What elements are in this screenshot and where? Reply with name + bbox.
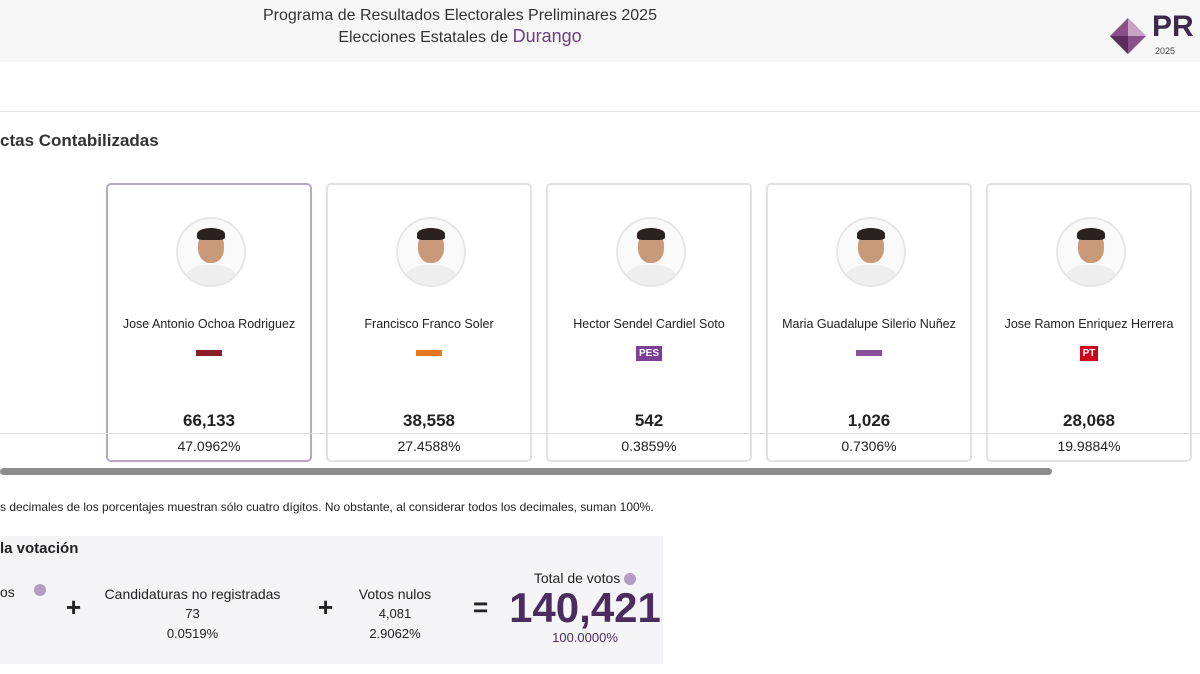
candidate-name: Jose Ramon Enriquez Herrera [1004,317,1174,331]
party-logo: PT [1079,346,1099,361]
votes: 73 [185,606,200,621]
summary-box: la votación os + Candidaturas no registr… [0,536,663,664]
avatar-hair [857,228,885,240]
candidate-card[interactable]: Francisco Franco Soler 38,558 27.4588% [326,183,532,462]
candidate-card[interactable]: Hector Sendel Cardiel Soto PES 542 0.3859% [546,183,752,462]
avatar-hair [637,228,665,240]
avatar-body [406,265,456,285]
candidate-name: Jose Antonio Ochoa Rodriguez [122,317,296,331]
party-logo [416,350,442,356]
null-votes: Votos nulos 4,081 2.9062% [345,584,445,644]
summary-title: la votación [0,540,79,557]
operator: + [318,592,334,622]
candidate-name: Maria Guadalupe Silerio Nuñez [782,317,956,331]
divider [0,111,1200,112]
avatar-hair [417,228,445,240]
percent: 100.0000% [552,630,618,645]
label: Candidaturas no registradas [104,586,281,602]
info-icon[interactable] [34,584,46,596]
avatar-body [846,265,896,285]
percent: 19.9884% [1057,438,1121,454]
candidate-card[interactable]: Jose Ramon Enriquez Herrera PT 28,068 19.98… [986,183,1192,462]
subtitle: Elecciones Estatales de [338,29,509,46]
header-title: Programa de Resultados Electorales Preli… [263,7,657,24]
votes: 66,133 [183,411,235,430]
percent: 2.9062% [369,626,421,641]
header: Programa de Resultados Electorales Preli… [0,0,1200,62]
percent: 0.3859% [621,438,677,454]
percent: 0.7306% [841,438,897,454]
party-logos: PT [988,343,1190,361]
logo-year: 2025 [1155,46,1176,56]
avatar [616,217,686,287]
avatar [176,217,246,287]
candidate-name: Hector Sendel Cardiel Soto [573,317,725,331]
avatar [836,217,906,287]
party-logos [328,343,530,361]
avatar-hair [1077,228,1105,240]
first-label: os [0,584,15,600]
logo-mark [1110,18,1146,54]
votes: 38,558 [403,411,455,430]
operator: = [473,592,489,622]
info-icon[interactable] [624,573,637,586]
logo-text[interactable]: PR [1152,10,1194,43]
avatar-body [1066,265,1116,285]
party-logo [196,350,222,356]
party-logos [768,343,970,361]
operator: + [66,592,82,622]
scrollbar[interactable] [0,468,1052,475]
party-logos: PES [548,343,750,361]
candidate-card[interactable]: Jose Antonio Ochoa Rodriguez 66,133 47.096… [106,183,312,462]
candidate-name: Francisco Franco Soler [364,317,494,331]
row-line [0,433,1200,434]
candidate-card[interactable]: Maria Guadalupe Silerio Nuñez 1,026 0.7306… [766,183,972,462]
votes: 4,081 [378,606,412,621]
unregistered: Candidaturas no registradas 73 0.0519% [100,584,285,644]
percent: 0.0519% [166,626,219,641]
votes: 1,026 [847,411,891,430]
header-subtitle: Elecciones Estatales de Durango [200,26,720,47]
votes: 542 [634,411,664,430]
party-logo: PES [635,346,662,361]
state: Durango [512,26,582,46]
label: Total de votos [533,570,621,586]
party-logos [108,343,310,361]
percent: 47.0962% [177,438,241,454]
party-logo [856,350,882,356]
section-title: ctas Contabilizadas [0,131,159,150]
votes: 28,068 [1063,411,1115,430]
avatar-body [186,265,236,285]
avatar [396,217,466,287]
avatar-body [626,265,676,285]
votes: 140,421 [509,584,661,631]
label: Votos nulos [358,586,432,602]
percent: 27.4588% [397,438,461,454]
avatar [1056,217,1126,287]
total: Total de votos 140,421 100.0000% [505,570,665,645]
avatar-hair [197,228,225,240]
note: s decimales de los porcentajes muestran … [0,500,654,514]
